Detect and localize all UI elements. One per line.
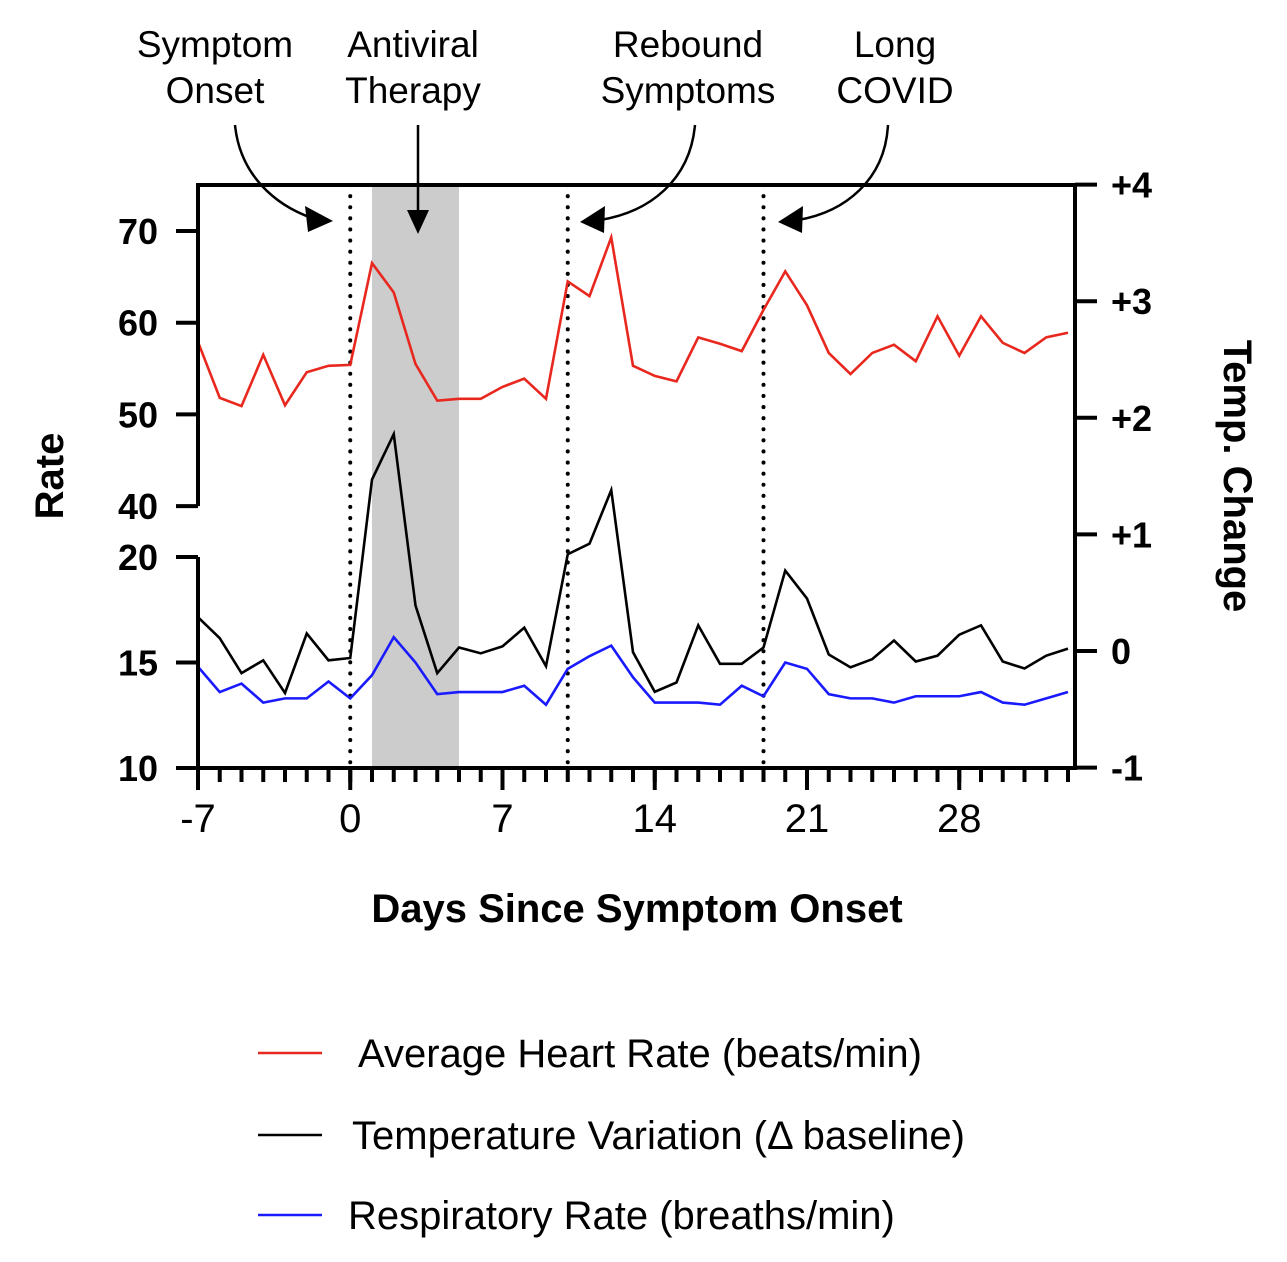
annotation-arrowhead-icon xyxy=(778,206,803,233)
series-line-0 xyxy=(196,232,1069,408)
right-tick-label: -1 xyxy=(1111,748,1143,789)
right-tick-label: +4 xyxy=(1111,165,1152,206)
annotation-label: COVID xyxy=(836,70,953,111)
x-tick-label: 7 xyxy=(491,797,513,841)
x-tick-label: 21 xyxy=(785,797,830,841)
series-line-2 xyxy=(197,634,1069,707)
antiviral-therapy-shaded-region xyxy=(372,185,459,768)
left-upper-tick-label: 40 xyxy=(118,486,158,527)
left-lower-tick-label: 15 xyxy=(118,643,158,684)
series-line-1 xyxy=(197,429,1069,696)
legend-label-0: Average Heart Rate (beats/min) xyxy=(358,1032,922,1076)
annotation-arrow xyxy=(797,124,890,222)
left-upper-tick-label: 50 xyxy=(118,394,158,435)
annotation-label: Symptom xyxy=(137,24,293,65)
annotation-label: Antiviral xyxy=(347,24,479,65)
left-upper-tick-label: 70 xyxy=(118,211,158,252)
y-axis-title-left: Rate xyxy=(28,433,72,520)
x-tick-label: -7 xyxy=(180,797,216,841)
legend-label-1: Temperature Variation (Δ baseline) xyxy=(352,1114,965,1158)
x-tick-label: 28 xyxy=(937,797,982,841)
annotation-arrow xyxy=(599,124,697,222)
annotation-label: Onset xyxy=(166,70,265,111)
x-axis-title: Days Since Symptom Onset xyxy=(371,887,902,931)
x-tick-label: 0 xyxy=(339,797,361,841)
annotation-arrowhead-icon xyxy=(580,206,605,233)
left-lower-tick-label: 10 xyxy=(118,748,158,789)
annotation-arrowhead-icon xyxy=(407,210,429,234)
right-tick-label: +3 xyxy=(1111,281,1152,322)
left-lower-tick-label: 20 xyxy=(118,537,158,578)
annotation-arrow xyxy=(233,124,313,220)
annotation-label: Therapy xyxy=(345,70,481,111)
annotation-label: Symptoms xyxy=(601,70,776,111)
annotation-label: Rebound xyxy=(613,24,763,65)
legend-label-2: Respiratory Rate (breaths/min) xyxy=(348,1194,895,1238)
right-tick-label: 0 xyxy=(1111,631,1131,672)
left-upper-tick-label: 60 xyxy=(118,303,158,344)
annotation-label: Long xyxy=(854,24,936,65)
annotation-arrowhead-icon xyxy=(305,206,333,232)
right-tick-label: +1 xyxy=(1111,514,1152,555)
x-tick-label: 14 xyxy=(633,797,678,841)
y-axis-title-right: Temp. Change xyxy=(1215,340,1259,613)
right-tick-label: +2 xyxy=(1111,398,1152,439)
